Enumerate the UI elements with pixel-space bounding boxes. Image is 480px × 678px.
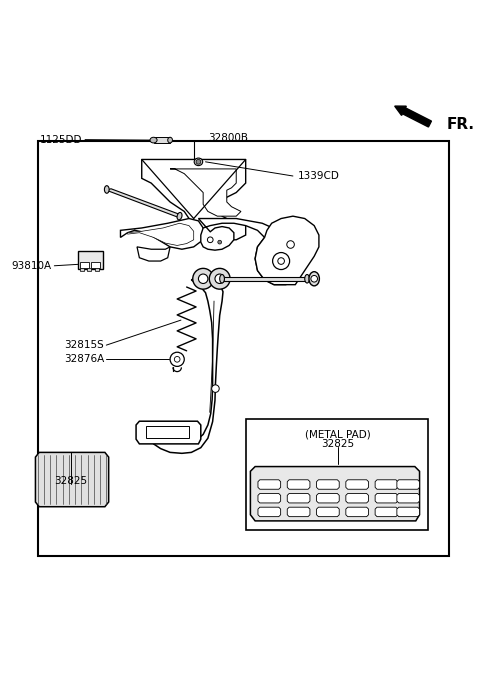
- Ellipse shape: [194, 158, 203, 165]
- Polygon shape: [198, 218, 305, 285]
- Polygon shape: [137, 247, 170, 261]
- Polygon shape: [36, 452, 108, 506]
- Polygon shape: [136, 421, 201, 444]
- Polygon shape: [128, 223, 194, 245]
- Circle shape: [287, 241, 294, 248]
- Polygon shape: [316, 507, 339, 517]
- Ellipse shape: [168, 137, 172, 143]
- Polygon shape: [258, 507, 281, 517]
- Text: 1125DD: 1125DD: [40, 135, 83, 144]
- Circle shape: [278, 258, 285, 264]
- Circle shape: [198, 274, 208, 283]
- Text: 1339CD: 1339CD: [298, 171, 339, 181]
- Polygon shape: [142, 159, 246, 240]
- Polygon shape: [316, 494, 339, 503]
- Polygon shape: [346, 480, 369, 490]
- Polygon shape: [251, 466, 420, 521]
- Polygon shape: [222, 277, 307, 281]
- Polygon shape: [170, 169, 241, 216]
- Circle shape: [311, 275, 317, 282]
- Polygon shape: [258, 494, 281, 503]
- Polygon shape: [375, 507, 398, 517]
- Text: FR.: FR.: [446, 117, 474, 132]
- Polygon shape: [346, 494, 369, 503]
- Text: (METAL PAD): (METAL PAD): [305, 429, 371, 439]
- FancyArrow shape: [395, 106, 432, 127]
- Circle shape: [215, 274, 225, 283]
- Polygon shape: [151, 279, 223, 454]
- Text: 32800B: 32800B: [208, 133, 248, 143]
- Bar: [38, 140, 449, 557]
- Polygon shape: [287, 480, 310, 490]
- Circle shape: [174, 357, 180, 362]
- Ellipse shape: [309, 272, 319, 286]
- Polygon shape: [375, 494, 398, 503]
- Text: 32825: 32825: [321, 439, 354, 449]
- Bar: [91, 262, 100, 268]
- Text: 32815S: 32815S: [64, 340, 104, 350]
- Bar: [246, 419, 428, 530]
- Ellipse shape: [220, 275, 225, 283]
- Circle shape: [209, 268, 230, 289]
- Text: 93810A: 93810A: [12, 261, 52, 271]
- Ellipse shape: [150, 137, 157, 143]
- Polygon shape: [397, 480, 420, 490]
- Bar: [87, 268, 91, 271]
- Circle shape: [218, 240, 222, 244]
- Polygon shape: [258, 480, 281, 490]
- Polygon shape: [287, 507, 310, 517]
- Bar: [146, 426, 189, 438]
- Bar: [154, 137, 170, 143]
- Circle shape: [212, 385, 219, 393]
- Circle shape: [273, 252, 289, 270]
- Bar: [80, 262, 89, 268]
- Polygon shape: [397, 507, 420, 517]
- Ellipse shape: [177, 212, 182, 220]
- Ellipse shape: [105, 186, 109, 193]
- Polygon shape: [346, 507, 369, 517]
- Circle shape: [170, 353, 184, 366]
- Ellipse shape: [305, 275, 310, 283]
- Circle shape: [196, 159, 201, 164]
- Bar: [95, 268, 99, 271]
- Circle shape: [193, 268, 214, 289]
- Polygon shape: [255, 216, 319, 285]
- Polygon shape: [120, 218, 203, 250]
- Polygon shape: [106, 188, 182, 217]
- Bar: [78, 251, 103, 269]
- Circle shape: [207, 237, 213, 243]
- Polygon shape: [287, 494, 310, 503]
- Text: 32876A: 32876A: [64, 355, 104, 364]
- Text: 32825: 32825: [54, 476, 87, 485]
- Bar: [80, 268, 84, 271]
- Polygon shape: [375, 480, 398, 490]
- Polygon shape: [397, 494, 420, 503]
- Polygon shape: [316, 480, 339, 490]
